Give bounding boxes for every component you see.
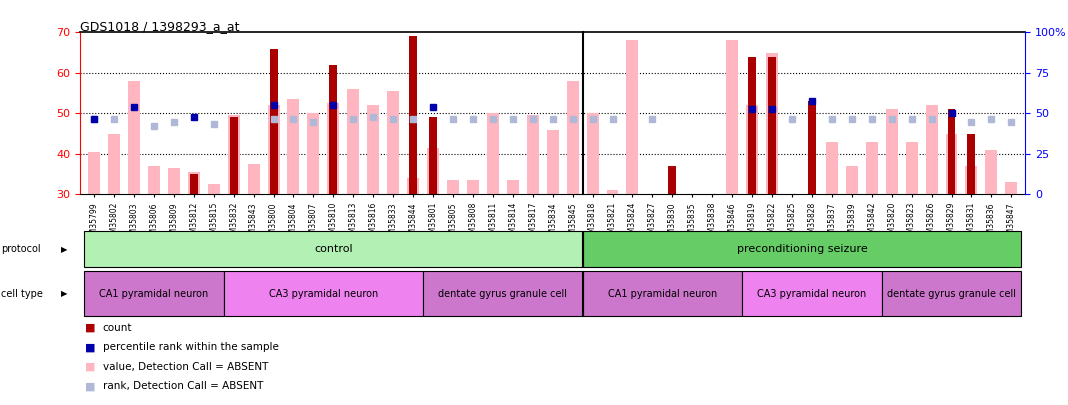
Bar: [287, 99, 299, 194]
Text: control: control: [314, 244, 352, 254]
Bar: [487, 113, 499, 194]
Bar: [807, 101, 816, 194]
Bar: [190, 174, 198, 194]
Text: ■: ■: [85, 323, 96, 333]
Bar: [467, 180, 478, 194]
Bar: [447, 180, 459, 194]
Bar: [268, 105, 280, 194]
Bar: [669, 166, 676, 194]
Text: ■: ■: [85, 362, 96, 372]
Bar: [147, 166, 160, 194]
Bar: [748, 57, 756, 194]
Bar: [986, 150, 998, 194]
Bar: [423, 271, 583, 316]
Bar: [207, 184, 220, 194]
Bar: [926, 105, 938, 194]
Bar: [583, 231, 1021, 267]
Bar: [409, 36, 418, 194]
Text: dentate gyrus granule cell: dentate gyrus granule cell: [888, 289, 1016, 298]
Bar: [768, 57, 776, 194]
Bar: [586, 113, 598, 194]
Text: ▶: ▶: [61, 289, 67, 298]
Bar: [269, 49, 278, 194]
Bar: [427, 148, 439, 194]
Bar: [188, 172, 200, 194]
Bar: [388, 91, 399, 194]
Bar: [947, 109, 956, 194]
Bar: [128, 81, 140, 194]
Bar: [583, 271, 742, 316]
Bar: [227, 115, 239, 194]
Bar: [223, 271, 423, 316]
Text: ■: ■: [85, 382, 96, 391]
Bar: [567, 81, 579, 194]
Bar: [527, 115, 538, 194]
Text: preconditioning seizure: preconditioning seizure: [737, 244, 867, 254]
Bar: [866, 142, 878, 194]
Text: percentile rank within the sample: percentile rank within the sample: [103, 343, 279, 352]
Bar: [627, 40, 639, 194]
Bar: [347, 89, 359, 194]
Bar: [882, 271, 1021, 316]
Text: cell type: cell type: [1, 289, 43, 298]
Bar: [407, 178, 419, 194]
Bar: [84, 231, 583, 267]
Bar: [429, 117, 437, 194]
Bar: [230, 117, 237, 194]
Bar: [84, 271, 223, 316]
Text: CA3 pyramidal neuron: CA3 pyramidal neuron: [757, 289, 866, 298]
Bar: [968, 134, 975, 194]
Bar: [547, 130, 559, 194]
Bar: [945, 134, 958, 194]
Text: value, Detection Call = ABSENT: value, Detection Call = ABSENT: [103, 362, 268, 372]
Bar: [329, 65, 337, 194]
Text: protocol: protocol: [1, 244, 41, 254]
Text: GDS1018 / 1398293_a_at: GDS1018 / 1398293_a_at: [80, 20, 239, 33]
Bar: [328, 103, 340, 194]
Bar: [826, 142, 837, 194]
Bar: [885, 109, 898, 194]
Bar: [965, 166, 977, 194]
Bar: [726, 40, 738, 194]
Text: ▶: ▶: [61, 245, 67, 254]
Bar: [742, 271, 882, 316]
Text: CA1 pyramidal neuron: CA1 pyramidal neuron: [608, 289, 717, 298]
Bar: [88, 152, 100, 194]
Bar: [766, 53, 778, 194]
Text: CA1 pyramidal neuron: CA1 pyramidal neuron: [99, 289, 208, 298]
Text: CA3 pyramidal neuron: CA3 pyramidal neuron: [269, 289, 378, 298]
Bar: [607, 190, 618, 194]
Bar: [507, 180, 519, 194]
Bar: [367, 105, 379, 194]
Bar: [308, 113, 319, 194]
Text: ■: ■: [85, 343, 96, 352]
Bar: [168, 168, 179, 194]
Bar: [906, 142, 917, 194]
Text: rank, Detection Call = ABSENT: rank, Detection Call = ABSENT: [103, 382, 263, 391]
Bar: [108, 134, 120, 194]
Text: dentate gyrus granule cell: dentate gyrus granule cell: [438, 289, 567, 298]
Bar: [846, 166, 858, 194]
Bar: [747, 105, 758, 194]
Bar: [248, 164, 260, 194]
Text: count: count: [103, 323, 132, 333]
Bar: [1005, 182, 1018, 194]
